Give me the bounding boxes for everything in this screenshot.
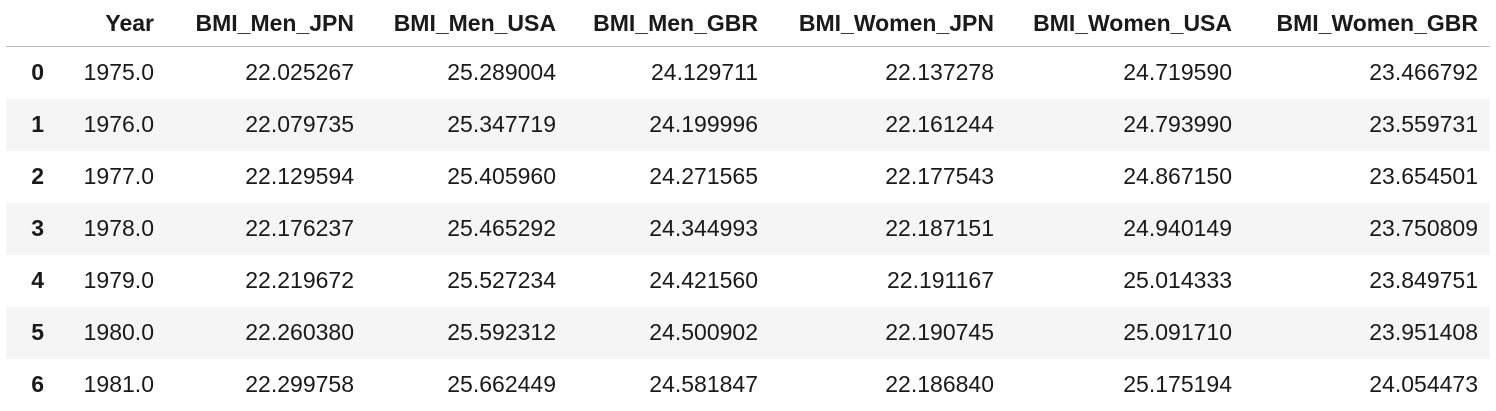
cell-year: 1976.0 [83, 111, 154, 137]
cell-bmi-women-gbr: 24.054473 [1369, 371, 1478, 397]
cell-bmi-women-jpn: 22.137278 [885, 59, 994, 86]
cell-bmi-women-gbr: 23.654501 [1369, 163, 1478, 189]
cell-bmi-men-usa: 25.662449 [447, 371, 556, 397]
column-header-bmi-men-usa: BMI_Men_USA [366, 0, 568, 47]
column-header-bmi-men-jpn: BMI_Men_JPN [166, 0, 366, 47]
cell-bmi-women-usa: 25.175194 [1123, 371, 1232, 397]
cell-bmi-women-jpn: 22.191167 [886, 267, 994, 293]
cell-bmi-women-jpn: 22.190745 [885, 319, 994, 345]
cell-bmi-men-usa: 25.289004 [447, 59, 556, 86]
dataframe-container: Year BMI_Men_JPN BMI_Men_USA BMI_Men_GBR… [6, 0, 1490, 411]
cell-bmi-women-usa: 24.793990 [1123, 111, 1232, 137]
cell-bmi-men-usa: 25.592312 [447, 319, 556, 345]
cell-bmi-women-gbr: 23.849751 [1369, 267, 1478, 293]
cell-bmi-women-gbr: 23.559731 [1369, 111, 1478, 137]
cell-bmi-men-jpn: 22.025267 [245, 59, 354, 86]
cell-bmi-men-usa: 25.527234 [447, 267, 556, 293]
row-index: 1 [31, 111, 44, 137]
cell-year: 1979.0 [83, 267, 154, 293]
column-header-bmi-women-gbr: BMI_Women_GBR [1244, 0, 1490, 47]
cell-bmi-women-gbr: 23.951408 [1369, 319, 1478, 345]
cell-bmi-women-usa: 25.014333 [1123, 267, 1232, 293]
cell-year: 1978.0 [83, 215, 154, 241]
cell-bmi-men-jpn: 22.129594 [245, 163, 354, 189]
row-index: 6 [31, 371, 44, 397]
cell-bmi-men-usa: 25.405960 [447, 163, 556, 189]
cell-bmi-women-usa: 24.719590 [1123, 59, 1232, 86]
row-index: 4 [31, 267, 44, 293]
table-row: 4 1979.0 22.219672 25.527234 24.421560 2… [6, 254, 1490, 307]
cell-bmi-men-gbr: 24.129711 [650, 59, 758, 86]
cell-bmi-women-usa: 24.940149 [1123, 215, 1232, 241]
column-header-bmi-women-usa: BMI_Women_USA [1006, 0, 1244, 47]
table-row: 2 1977.0 22.129594 25.405960 24.271565 2… [6, 150, 1490, 203]
column-header-bmi-men-gbr: BMI_Men_GBR [568, 0, 770, 47]
cell-bmi-men-usa: 25.347719 [447, 111, 556, 137]
cell-bmi-men-gbr: 24.581847 [649, 371, 758, 397]
cell-bmi-men-gbr: 24.421560 [649, 267, 758, 293]
cell-bmi-men-jpn: 22.079735 [245, 111, 354, 137]
cell-bmi-men-gbr: 24.271565 [649, 163, 758, 189]
cell-bmi-women-usa: 24.867150 [1123, 163, 1232, 189]
table-header: Year BMI_Men_JPN BMI_Men_USA BMI_Men_GBR… [6, 0, 1490, 47]
column-header-bmi-women-jpn: BMI_Women_JPN [770, 0, 1006, 47]
cell-bmi-men-gbr: 24.344993 [649, 215, 758, 241]
index-header [6, 0, 56, 47]
cell-bmi-women-jpn: 22.187151 [885, 215, 994, 241]
cell-bmi-women-gbr: 23.466792 [1369, 59, 1478, 86]
table-row: 6 1981.0 22.299758 25.662449 24.581847 2… [6, 358, 1490, 411]
cell-bmi-men-gbr: 24.199996 [649, 111, 758, 137]
cell-year: 1977.0 [83, 163, 154, 189]
row-index: 3 [31, 215, 44, 241]
column-header-year: Year [56, 0, 166, 47]
cell-year: 1975.0 [83, 59, 154, 86]
cell-bmi-women-jpn: 22.177543 [885, 163, 994, 189]
header-row: Year BMI_Men_JPN BMI_Men_USA BMI_Men_GBR… [6, 0, 1490, 47]
row-index: 0 [31, 59, 44, 86]
table-row: 5 1980.0 22.260380 25.592312 24.500902 2… [6, 306, 1490, 359]
cell-year: 1980.0 [83, 319, 154, 345]
cell-bmi-men-jpn: 22.176237 [245, 215, 354, 241]
row-index: 5 [31, 319, 44, 345]
table-row: 1 1976.0 22.079735 25.347719 24.199996 2… [6, 98, 1490, 151]
cell-bmi-women-jpn: 22.161244 [885, 111, 994, 137]
table-row: 3 1978.0 22.176237 25.465292 24.344993 2… [6, 202, 1490, 255]
row-index: 2 [31, 163, 44, 189]
dataframe-table: Year BMI_Men_JPN BMI_Men_USA BMI_Men_GBR… [6, 0, 1490, 411]
table-body: 0 1975.0 22.025267 25.289004 24.129711 2… [6, 46, 1490, 411]
table-row: 0 1975.0 22.025267 25.289004 24.129711 2… [6, 46, 1490, 99]
cell-bmi-men-usa: 25.465292 [447, 215, 556, 241]
cell-bmi-women-usa: 25.091710 [1123, 319, 1232, 345]
cell-bmi-men-gbr: 24.500902 [649, 319, 758, 345]
cell-bmi-men-jpn: 22.260380 [245, 319, 354, 345]
cell-bmi-men-jpn: 22.219672 [245, 267, 354, 293]
cell-bmi-women-jpn: 22.186840 [885, 371, 994, 397]
cell-bmi-women-gbr: 23.750809 [1369, 215, 1478, 241]
cell-year: 1981.0 [83, 371, 154, 397]
cell-bmi-men-jpn: 22.299758 [245, 371, 354, 397]
